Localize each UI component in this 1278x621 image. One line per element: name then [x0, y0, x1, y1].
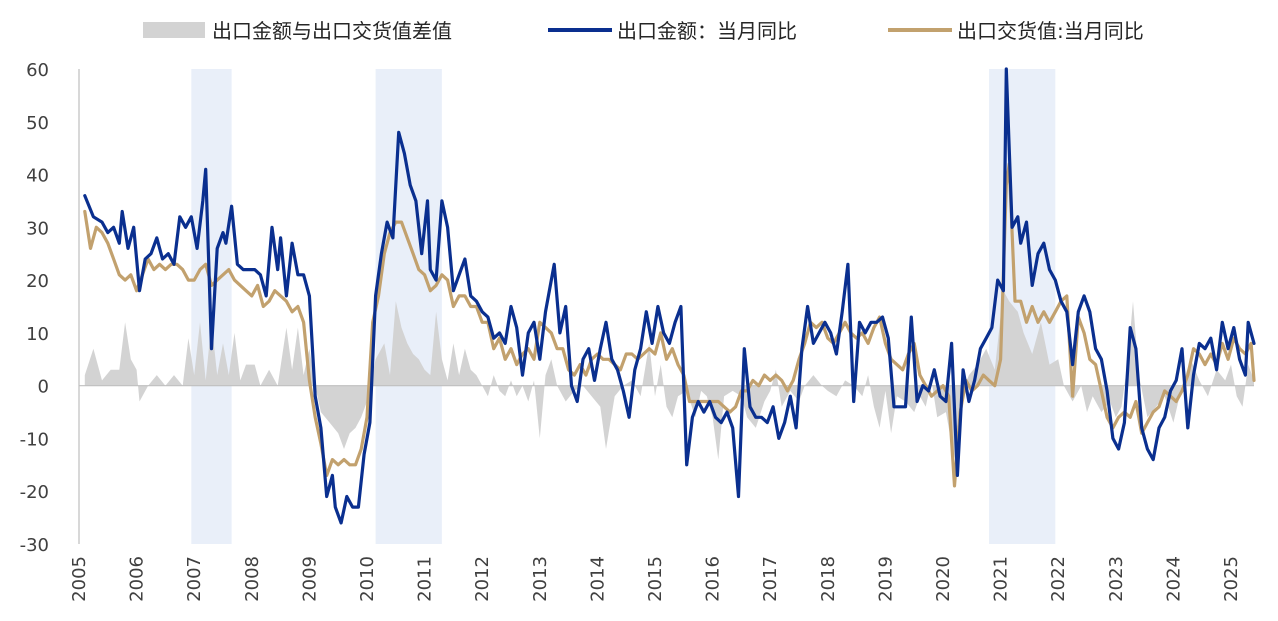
x-tick-label: 2014: [587, 556, 608, 602]
y-tick-label: 50: [26, 113, 49, 134]
x-tick-labels: 2005 2006 2007 2008 2009 2010 2011 2012 2013 2014…: [69, 556, 1242, 602]
x-tick-label: 2019: [875, 556, 896, 602]
recession-shading: [191, 69, 1056, 544]
x-tick-label: 2007: [184, 556, 205, 602]
legend: 出口金额与出口交货值差值 出口金额：当月同比 出口交货值:当月同比: [143, 19, 1144, 43]
x-tick-label: 2012: [472, 556, 493, 602]
x-tick-label: 2016: [703, 556, 724, 602]
x-tick-label: 2013: [530, 556, 551, 602]
y-tick-label: 40: [26, 166, 49, 187]
x-tick-label: 2015: [645, 556, 666, 602]
x-tick-label: 2009: [299, 556, 320, 602]
x-tick-label: 2021: [991, 556, 1012, 602]
axes: [78, 69, 1254, 544]
y-tick-label: -20: [20, 482, 49, 503]
legend-swatch-diff: [143, 22, 205, 38]
x-tick-label: 2008: [242, 556, 263, 602]
legend-label-export-amount: 出口金额：当月同比: [617, 19, 797, 43]
legend-label-delivery-value: 出口交货值:当月同比: [957, 19, 1144, 43]
line-series-layer: [83, 67, 1256, 525]
x-tick-label: 2017: [760, 556, 781, 602]
x-tick-label: 2018: [818, 556, 839, 602]
x-tick-label: 2025: [1221, 556, 1242, 602]
x-tick-label: 2005: [69, 556, 90, 602]
y-tick-label: -30: [20, 535, 49, 556]
y-tick-label: 10: [26, 324, 49, 345]
y-tick-label: 30: [26, 218, 49, 239]
line-export-amount: [83, 67, 1256, 525]
y-tick-label: 0: [38, 377, 49, 398]
line-delivery-value: [83, 162, 1256, 488]
x-tick-label: 2022: [1048, 556, 1069, 602]
x-tick-label: 2011: [415, 556, 436, 602]
y-tick-label: 60: [26, 60, 49, 81]
y-tick-label: -10: [20, 429, 49, 450]
x-tick-label: 2010: [357, 556, 378, 602]
y-tick-labels: -30 -20 -10 0 10 20 30 40 50 60: [20, 60, 49, 556]
x-tick-label: 2023: [1106, 556, 1127, 602]
shaded-period-1: [375, 69, 442, 544]
x-tick-label: 2020: [933, 556, 954, 602]
difference-area-layer: [84, 290, 1254, 460]
x-tick-label: 2024: [1163, 556, 1184, 602]
legend-label-diff: 出口金额与出口交货值差值: [212, 19, 452, 43]
x-tick-label: 2006: [127, 556, 148, 602]
y-tick-label: 20: [26, 271, 49, 292]
area-difference: [84, 290, 1254, 460]
